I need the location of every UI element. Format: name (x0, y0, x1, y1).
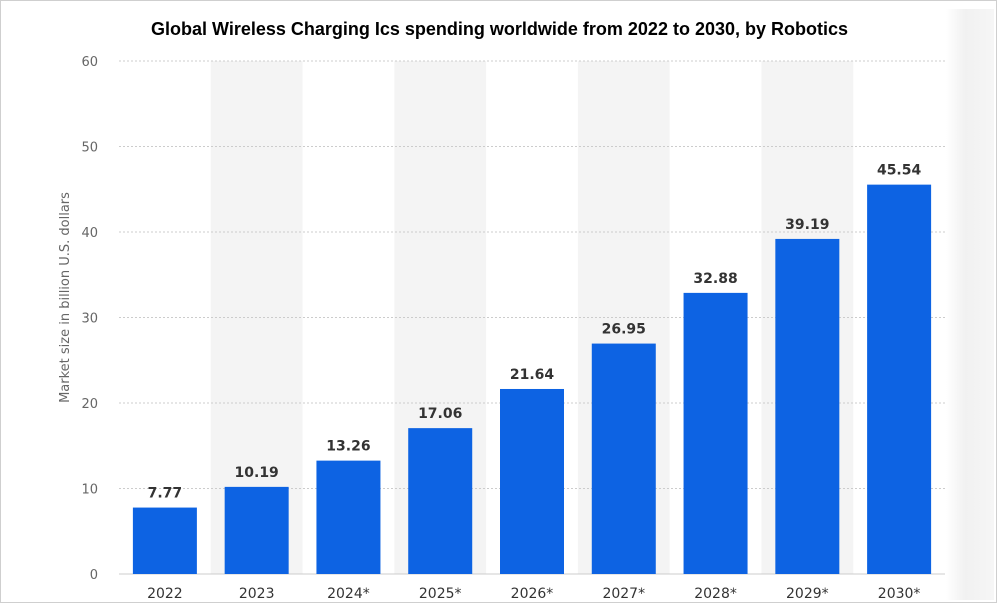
bar-2030*[interactable] (867, 184, 932, 574)
bar-2025*[interactable] (408, 428, 473, 574)
x-tick-label: 2027* (602, 586, 645, 602)
data-label: 10.19 (235, 465, 279, 481)
x-tick-label: 2026* (511, 586, 554, 602)
x-tick-label: 2030* (878, 586, 921, 602)
x-tick-label: 2022 (147, 586, 183, 602)
bar-2028*[interactable] (683, 292, 748, 574)
x-tick-label: 2023 (239, 586, 275, 602)
frame-shadow (946, 9, 994, 600)
data-label: 17.06 (418, 406, 462, 422)
bar-2026*[interactable] (500, 388, 564, 574)
data-label: 32.88 (693, 271, 737, 287)
y-tick-label: 30 (81, 312, 98, 327)
y-axis-title: Market size in billion U.S. dollars (58, 192, 73, 403)
y-tick-label: 0 (90, 568, 98, 583)
x-tick-label: 2025* (419, 586, 462, 602)
y-axis-ticks: 0 10 20 30 40 50 60 (81, 55, 98, 583)
y-tick-label: 50 (81, 141, 98, 156)
y-tick-label: 40 (81, 226, 98, 241)
data-label: 26.95 (602, 322, 646, 338)
y-tick-label: 10 (81, 483, 98, 498)
y-tick-label: 60 (81, 55, 98, 70)
bar-2024*[interactable] (316, 460, 381, 574)
bar-2023[interactable] (224, 486, 289, 574)
bar-2029*[interactable] (775, 238, 840, 574)
x-tick-label: 2024* (327, 586, 370, 602)
data-label: 21.64 (510, 367, 555, 383)
data-labels: 7.77 10.19 13.26 17.06 21.64 26.95 32.88 39.19 4… (148, 163, 922, 502)
chart-title: Global Wireless Charging Ics spending wo… (151, 19, 848, 39)
data-label: 13.26 (326, 439, 370, 455)
bar-2027*[interactable] (591, 343, 656, 574)
bar-2022[interactable] (132, 507, 197, 574)
x-tick-label: 2028* (694, 586, 737, 602)
data-label: 39.19 (785, 217, 829, 233)
x-tick-label: 2029* (786, 586, 829, 602)
x-axis-labels: 2022 2023 2024* 2025* 2026* 2027* 2028* 2029* 20… (147, 586, 920, 602)
data-label: 7.77 (148, 486, 183, 502)
y-tick-label: 20 (81, 397, 98, 412)
data-label: 45.54 (877, 163, 922, 179)
bars (132, 184, 932, 574)
